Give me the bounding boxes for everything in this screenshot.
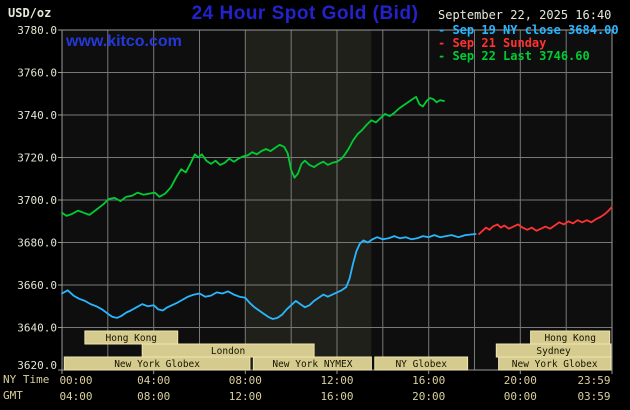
series-line-sep19 [61, 233, 477, 320]
legend-item: - Sep 22 Last 3746.60 [438, 50, 619, 63]
session-label: NY Globex [395, 359, 447, 370]
session-box [63, 356, 251, 371]
series-line-sep21 [478, 206, 613, 235]
x-tick-label-gmt: 04:00 [59, 390, 92, 403]
chart-datetime: September 22, 2025 16:40 [438, 8, 612, 22]
y-tick-label: 3740.0 [17, 109, 57, 122]
x-tick-label-ny: 23:59 [577, 374, 610, 387]
x-tick-label-gmt: 03:59 [577, 390, 610, 403]
x-tick-label-gmt: 20:00 [412, 390, 445, 403]
legend-item: - Sep 21 Sunday [438, 37, 619, 50]
legend-label: Sep 19 NY close 3684.00 [452, 23, 619, 37]
y-tick-label: 3760.0 [17, 67, 57, 80]
kitco-watermark-link[interactable]: www.kitco.com [66, 33, 182, 50]
y-tick-label: 3680.0 [17, 237, 57, 250]
legend-item: - Sep 19 NY close 3684.00 [438, 24, 619, 37]
session-label: Sydney [536, 346, 571, 357]
x-tick-label-gmt: 12:00 [229, 390, 262, 403]
x-axis-label-ny-time: NY Time [3, 373, 50, 386]
y-tick-label: 3700.0 [17, 194, 57, 207]
y-tick-label: 3720.0 [17, 152, 57, 165]
x-tick-label-gmt: 08:00 [137, 390, 170, 403]
session-label: Hong Kong [544, 333, 595, 344]
x-tick-label-ny: 12:00 [320, 374, 353, 387]
session-label: New York Globex [512, 359, 598, 370]
y-tick-label: 3660.0 [17, 279, 57, 292]
legend-label: Sep 22 Last 3746.60 [452, 49, 590, 63]
y-tick-label: 3780.0 [17, 24, 57, 37]
x-tick-label-ny: 00:00 [59, 374, 92, 387]
session-box [84, 330, 179, 345]
y-tick-label: 3620.0 [17, 359, 57, 372]
session-label: Hong Kong [106, 333, 157, 344]
session-box [498, 356, 612, 371]
series-line-sep22 [61, 96, 445, 217]
session-label: New York NYMEX [272, 359, 352, 370]
legend: - Sep 19 NY close 3684.00- Sep 21 Sunday… [438, 24, 619, 63]
legend-marker: - [438, 49, 453, 63]
legend-marker: - [438, 36, 453, 50]
x-tick-label-ny: 16:00 [412, 374, 445, 387]
legend-label: Sep 21 Sunday [452, 36, 547, 50]
chart-title: 24 Hour Spot Gold (Bid) [191, 3, 419, 24]
x-axis-label-gmt: GMT [3, 389, 23, 402]
x-tick-label-gmt: 00:00 [504, 390, 537, 403]
x-tick-label-ny: 04:00 [137, 374, 170, 387]
session-box [252, 356, 372, 371]
session-label: New York Globex [114, 359, 200, 370]
y-tick-label: 3640.0 [17, 322, 57, 335]
x-tick-label-ny: 08:00 [229, 374, 262, 387]
x-tick-label-ny: 20:00 [504, 374, 537, 387]
session-box [374, 356, 469, 371]
legend-marker: - [438, 23, 453, 37]
x-tick-label-gmt: 16:00 [320, 390, 353, 403]
units-label: USD/oz [8, 6, 52, 20]
session-label: London [211, 346, 245, 357]
